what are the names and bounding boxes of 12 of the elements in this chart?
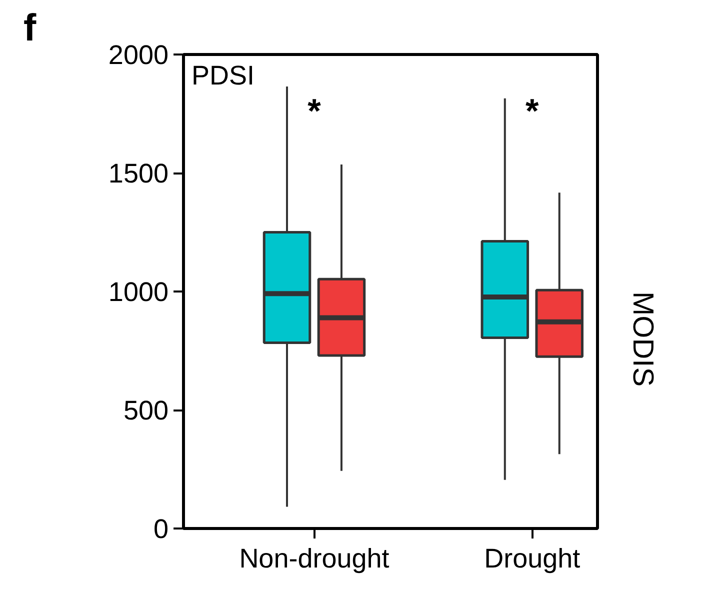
chart-title: f bbox=[24, 8, 36, 50]
y-tick-label: 0 bbox=[153, 514, 169, 544]
annotation: * bbox=[308, 92, 322, 130]
annotation: * bbox=[526, 92, 540, 130]
y-tick-label: 500 bbox=[123, 396, 169, 426]
x-tick-label: Non-drought bbox=[239, 544, 390, 574]
y-tick-label: 1500 bbox=[108, 158, 169, 188]
x-tick-label: Drought bbox=[484, 544, 581, 574]
y-axis-title: MODIS bbox=[626, 292, 658, 387]
y-tick-label: 1000 bbox=[108, 277, 169, 307]
annotation: PDSI bbox=[192, 60, 255, 90]
y-tick-label: 2000 bbox=[108, 40, 169, 70]
